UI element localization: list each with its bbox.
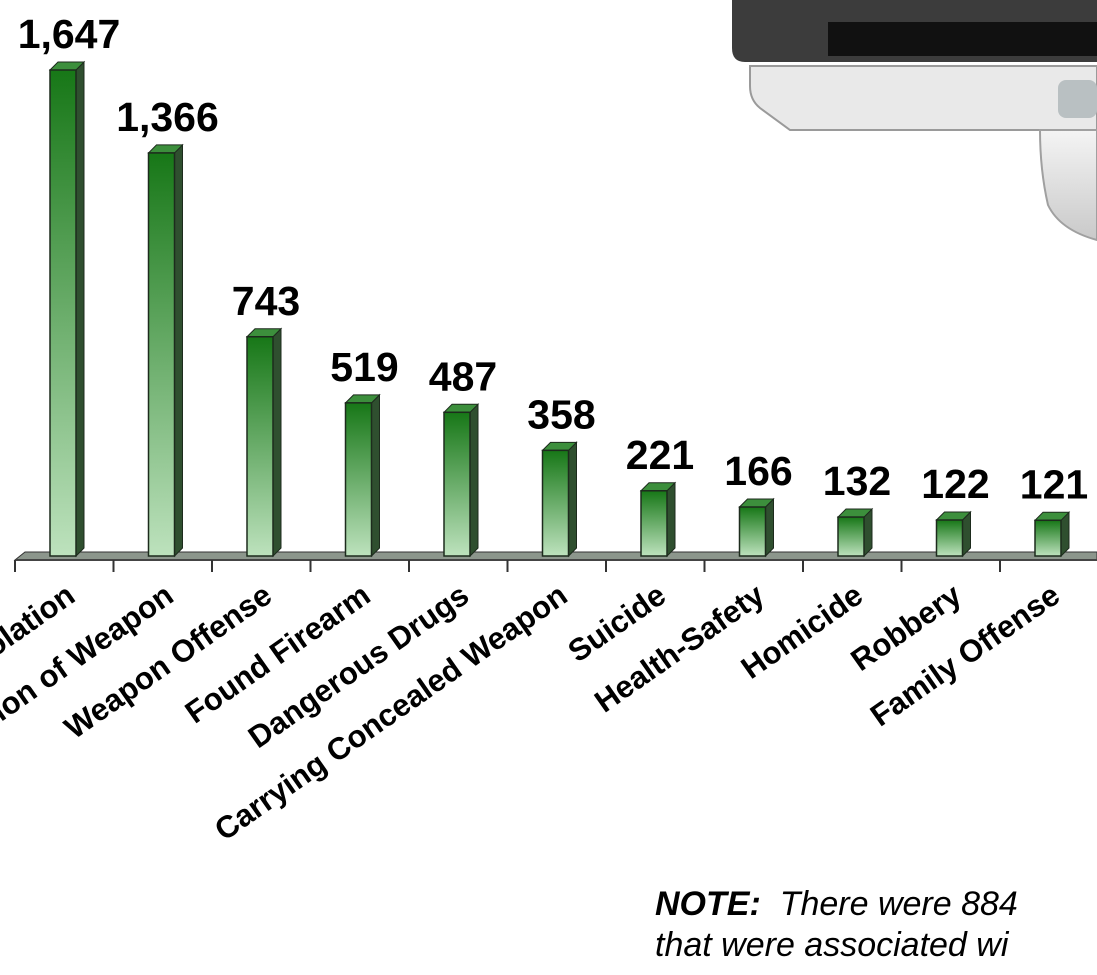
x-axis-ticks xyxy=(14,560,1001,572)
note-line-1: There were 884 xyxy=(779,885,1018,923)
data-labels: 1,647 1,366 743 519 487 358 221 166 132 122 121 xyxy=(18,11,1089,507)
bar xyxy=(1033,511,1071,558)
category-label: Health-Safety xyxy=(588,577,771,720)
pistol-icon xyxy=(732,0,1097,242)
data-label: 221 xyxy=(626,432,694,478)
data-label: 1,366 xyxy=(116,94,219,140)
note-text: NOTE: There were 884 that were associate… xyxy=(655,884,1097,966)
data-label: 121 xyxy=(1020,461,1088,507)
bar xyxy=(541,441,578,558)
bar xyxy=(48,60,86,558)
data-label: 132 xyxy=(823,458,891,504)
bar-series xyxy=(48,60,1071,558)
bar xyxy=(639,481,677,558)
data-label: 1,647 xyxy=(18,11,121,57)
data-label: 166 xyxy=(724,448,792,494)
note-line-2: that were associated wi xyxy=(655,926,1009,964)
bar xyxy=(245,327,283,558)
bar xyxy=(442,403,480,558)
data-label: 358 xyxy=(527,391,595,437)
bar xyxy=(147,143,184,558)
data-label: 122 xyxy=(921,461,989,507)
bar xyxy=(935,510,972,558)
data-label: 743 xyxy=(232,278,300,324)
data-label: 487 xyxy=(429,353,497,399)
data-label: 519 xyxy=(330,344,398,390)
note-label: NOTE: xyxy=(655,885,761,923)
bar xyxy=(738,497,775,558)
bar xyxy=(344,393,381,558)
bar xyxy=(836,507,874,558)
